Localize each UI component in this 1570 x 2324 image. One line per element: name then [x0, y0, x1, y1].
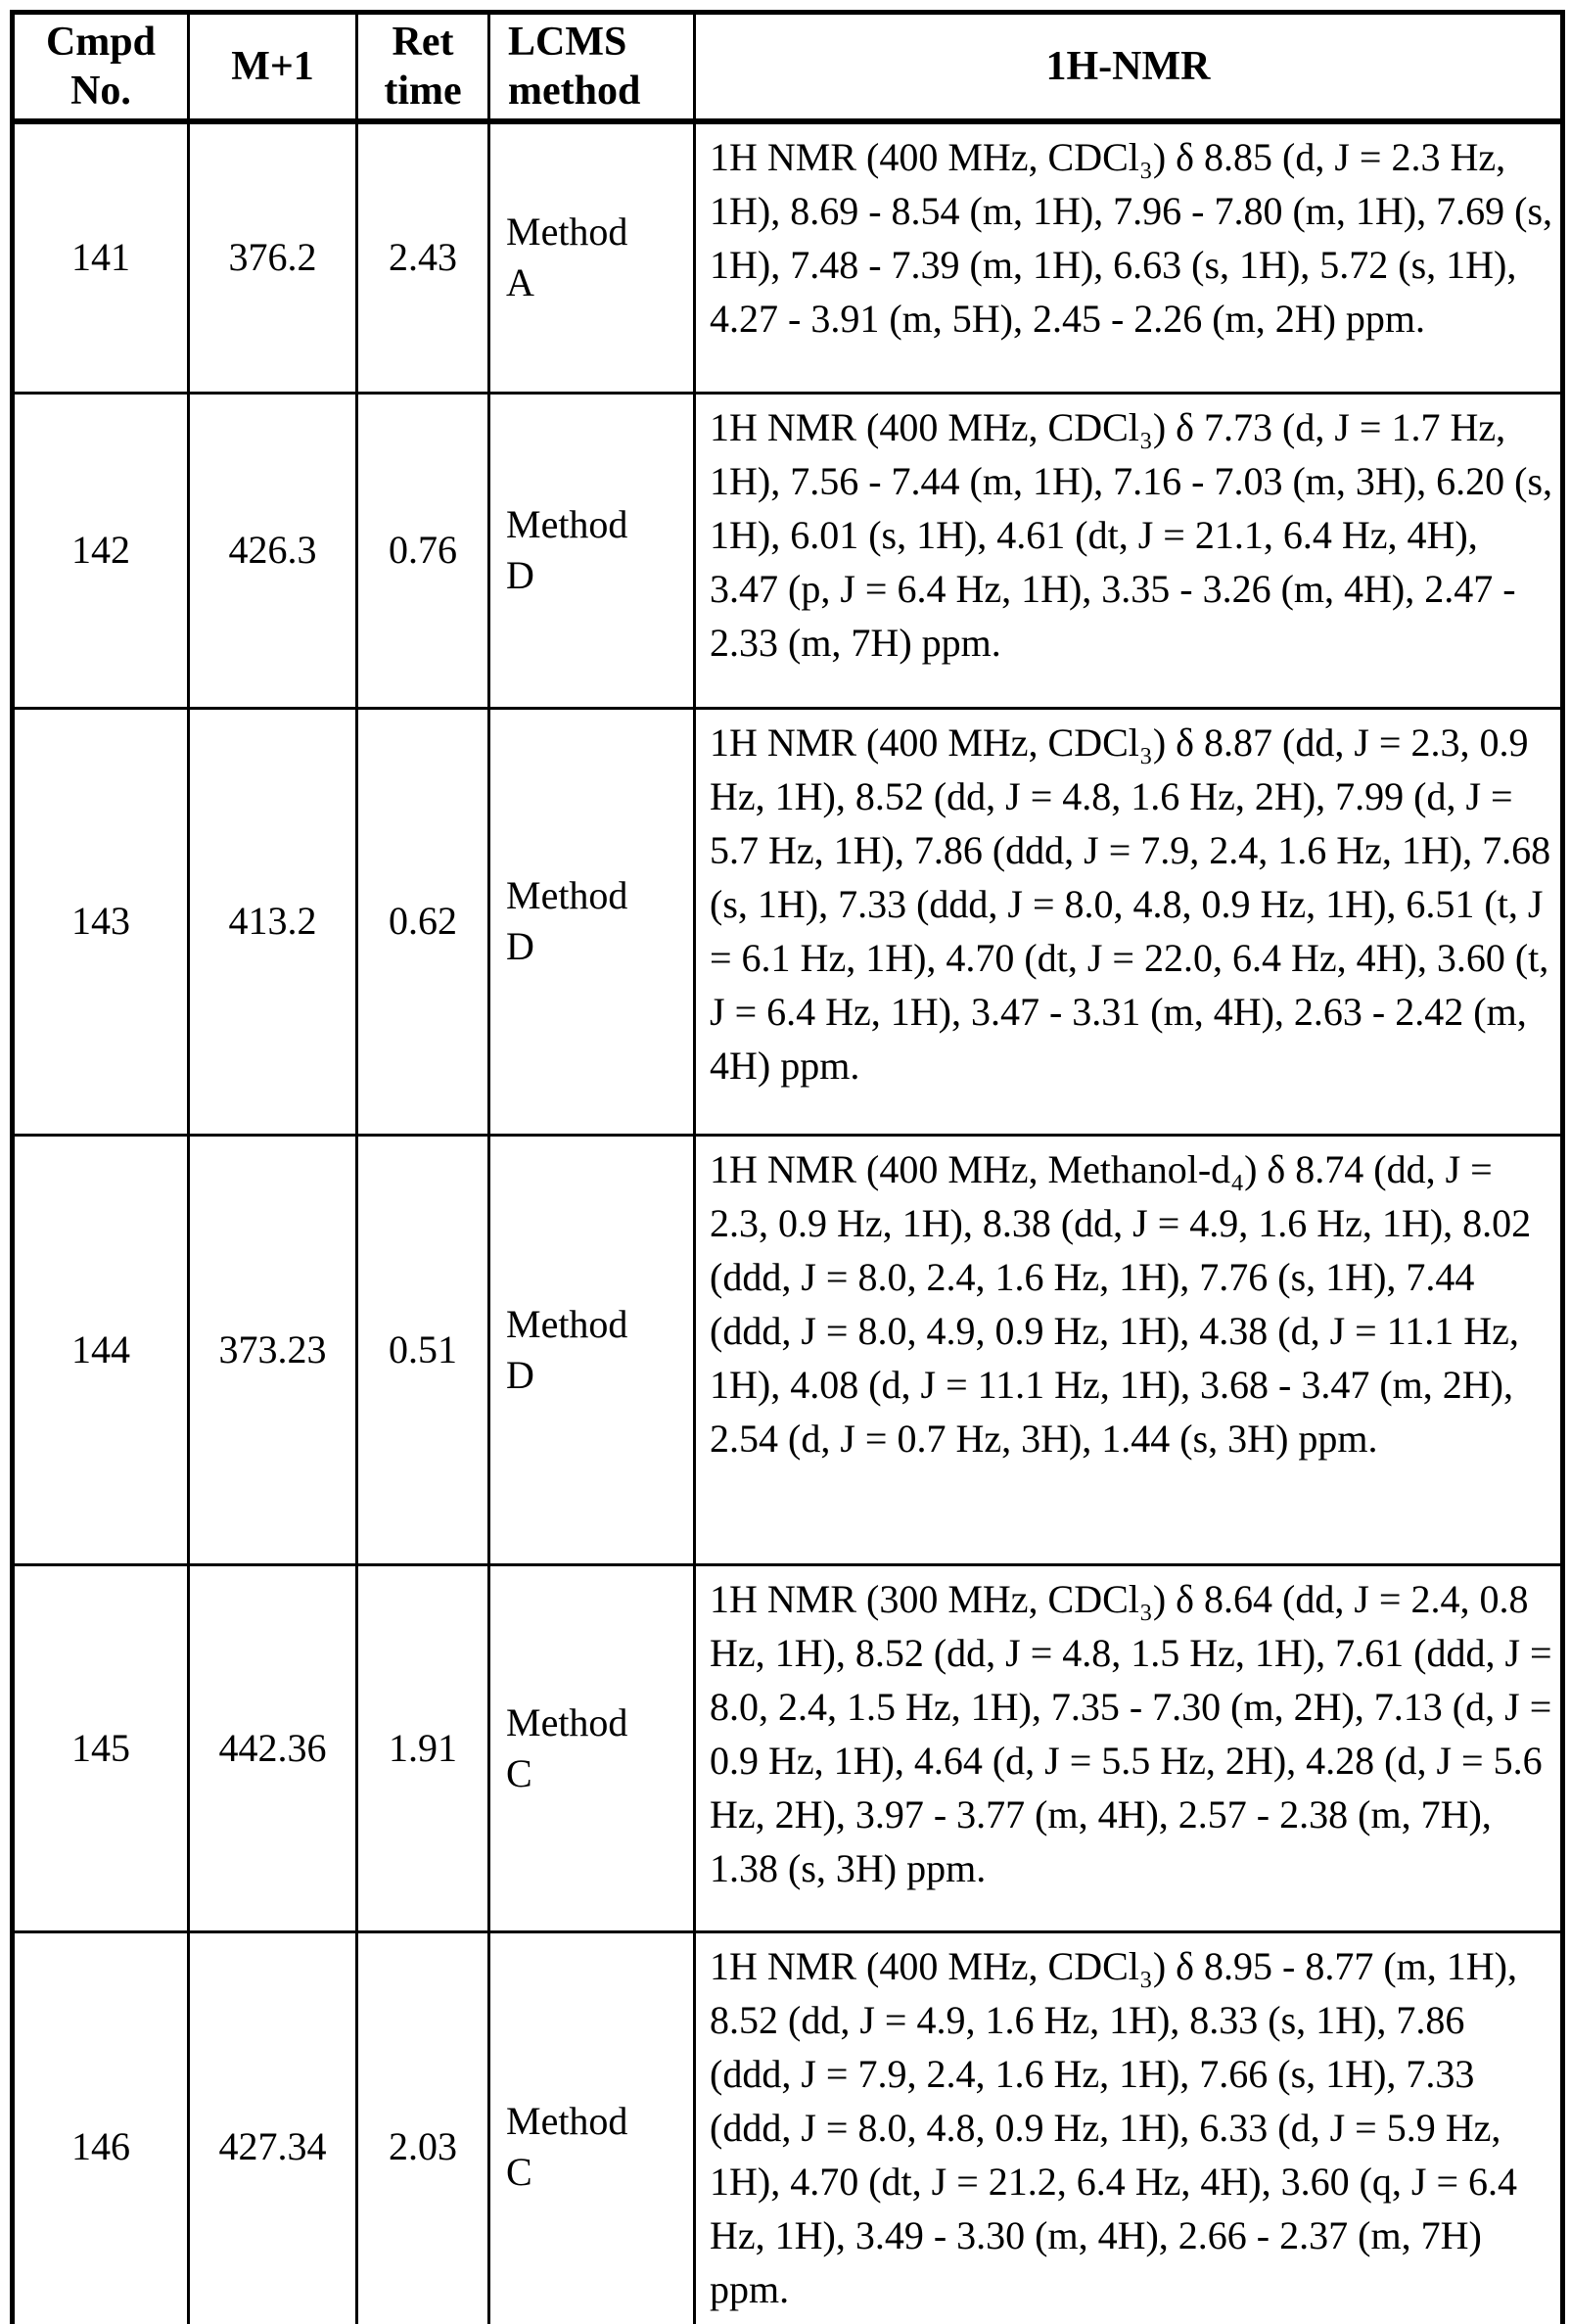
- ret-time-cell: 1.91: [355, 1562, 490, 1933]
- ret-time-cell: 2.03: [355, 1929, 490, 2324]
- table-row: 146 427.34 2.03 Method C 1H NMR (400 MHz…: [11, 1929, 1564, 2324]
- header-lcms-method: LCMS method: [487, 11, 696, 124]
- cmpd-no-cell: 143: [11, 706, 190, 1137]
- compound-nmr-table: Cmpd No. M+1 Ret time LCMS method 1H-NMR…: [10, 10, 1565, 2324]
- table-row: 145 442.36 1.91 Method C 1H NMR (300 MHz…: [11, 1562, 1564, 1933]
- lcms-method-cell: Method D: [487, 391, 696, 710]
- lcms-method-value: Method A: [506, 209, 628, 305]
- ret-time-cell: 2.43: [355, 119, 490, 395]
- lcms-method-cell: Method D: [487, 706, 696, 1137]
- table-row: 143 413.2 0.62 Method D 1H NMR (400 MHz,…: [11, 706, 1564, 1137]
- nmr-cell: 1H NMR (400 MHz, CDCl₃) δ 8.87 (dd, J = …: [693, 706, 1564, 1137]
- ret-time-cell: 0.62: [355, 706, 490, 1137]
- cmpd-no-cell: 142: [11, 391, 190, 710]
- header-cmpd-no: Cmpd No.: [11, 11, 190, 124]
- m-plus-1-cell: 376.2: [187, 119, 358, 395]
- header-row: Cmpd No. M+1 Ret time LCMS method 1H-NMR: [11, 11, 1564, 124]
- cmpd-no-cell: 146: [11, 1929, 190, 2324]
- lcms-method-value: Method D: [506, 1301, 628, 1397]
- cmpd-no-cell: 145: [11, 1562, 190, 1933]
- cmpd-no-cell: 144: [11, 1133, 190, 1566]
- ret-time-cell: 0.51: [355, 1133, 490, 1566]
- m-plus-1-cell: 442.36: [187, 1562, 358, 1933]
- lcms-method-value: Method C: [506, 2098, 628, 2194]
- table-row: 144 373.23 0.51 Method D 1H NMR (400 MHz…: [11, 1133, 1564, 1566]
- lcms-method-cell: Method D: [487, 1133, 696, 1566]
- header-m-plus-1: M+1: [187, 11, 358, 124]
- nmr-cell: 1H NMR (400 MHz, CDCl₃) δ 8.85 (d, J = 2…: [693, 119, 1564, 395]
- nmr-cell: 1H NMR (400 MHz, CDCl₃) δ 8.95 - 8.77 (m…: [693, 1929, 1564, 2324]
- nmr-cell: 1H NMR (300 MHz, CDCl₃) δ 8.64 (dd, J = …: [693, 1562, 1564, 1933]
- ret-time-cell: 0.76: [355, 391, 490, 710]
- m-plus-1-cell: 426.3: [187, 391, 358, 710]
- lcms-method-cell: Method C: [487, 1929, 696, 2324]
- lcms-method-cell: Method A: [487, 119, 696, 395]
- m-plus-1-cell: 427.34: [187, 1929, 358, 2324]
- lcms-method-value: Method D: [506, 873, 628, 968]
- nmr-cell: 1H NMR (400 MHz, Methanol-d₄) δ 8.74 (dd…: [693, 1133, 1564, 1566]
- m-plus-1-cell: 413.2: [187, 706, 358, 1137]
- m-plus-1-cell: 373.23: [187, 1133, 358, 1566]
- lcms-method-value: Method C: [506, 1699, 628, 1795]
- header-ret-time: Ret time: [355, 11, 490, 124]
- nmr-cell: 1H NMR (400 MHz, CDCl₃) δ 7.73 (d, J = 1…: [693, 391, 1564, 710]
- table-row: 141 376.2 2.43 Method A 1H NMR (400 MHz,…: [11, 119, 1564, 395]
- cmpd-no-cell: 141: [11, 119, 190, 395]
- lcms-method-value: Method D: [506, 502, 628, 597]
- table-row: 142 426.3 0.76 Method D 1H NMR (400 MHz,…: [11, 391, 1564, 710]
- lcms-method-cell: Method C: [487, 1562, 696, 1933]
- header-1h-nmr: 1H-NMR: [693, 11, 1564, 124]
